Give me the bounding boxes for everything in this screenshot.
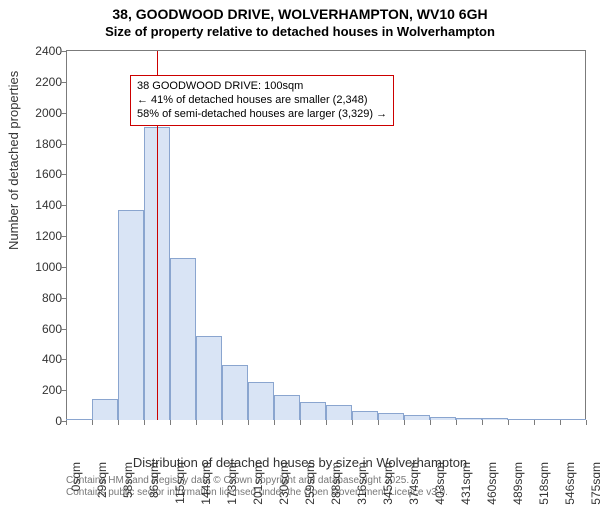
y-tick-mark [61,113,66,114]
histogram-bar [352,411,378,420]
y-tick-mark [61,144,66,145]
x-tick-mark [482,420,483,425]
x-tick-label: 115sqm [173,462,187,512]
chart-title-main: 38, GOODWOOD DRIVE, WOLVERHAMPTON, WV10 … [0,6,600,22]
plot-area: 0200400600800100012001400160018002000220… [66,50,586,420]
histogram-bar [222,365,248,421]
x-tick-mark [560,420,561,425]
x-tick-label: 230sqm [277,462,291,512]
y-tick-label: 1800 [22,137,62,151]
x-tick-mark [300,420,301,425]
y-tick-label: 2400 [22,44,62,58]
x-tick-mark [144,420,145,425]
y-tick-label: 2200 [22,75,62,89]
x-tick-mark [586,420,587,425]
x-tick-label: 489sqm [511,462,525,512]
y-tick-label: 1000 [22,260,62,274]
x-tick-label: 431sqm [459,462,473,512]
y-tick-mark [61,236,66,237]
x-tick-label: 403sqm [433,462,447,512]
y-tick-mark [61,359,66,360]
y-tick-mark [61,390,66,391]
x-tick-mark [170,420,171,425]
x-tick-mark [352,420,353,425]
histogram-bar [274,395,300,420]
y-tick-mark [61,267,66,268]
histogram-bar [196,336,222,420]
x-tick-mark [92,420,93,425]
x-tick-label: 29sqm [95,462,109,512]
y-axis-label: Number of detached properties [6,71,21,250]
x-tick-label: 345sqm [381,462,395,512]
histogram-bar [534,419,560,420]
histogram-bar [508,419,534,420]
x-tick-mark [66,420,67,425]
y-tick-label: 1600 [22,167,62,181]
y-tick-mark [61,82,66,83]
x-tick-label: 575sqm [589,462,600,512]
x-axis-label: Distribution of detached houses by size … [0,455,600,470]
annotation-line-2: ← 41% of detached houses are smaller (2,… [137,94,387,108]
y-tick-mark [61,174,66,175]
histogram-bar [560,419,586,420]
y-tick-label: 0 [22,414,62,428]
x-tick-mark [404,420,405,425]
x-tick-label: 518sqm [537,462,551,512]
x-tick-mark [430,420,431,425]
x-tick-label: 546sqm [563,462,577,512]
x-tick-label: 144sqm [199,462,213,512]
x-tick-mark [222,420,223,425]
y-tick-label: 1400 [22,198,62,212]
histogram-bar [300,402,326,421]
y-tick-mark [61,329,66,330]
histogram-bar [482,418,508,420]
histogram-bar [326,405,352,420]
y-tick-label: 400 [22,352,62,366]
y-tick-label: 800 [22,291,62,305]
chart-title-sub: Size of property relative to detached ho… [0,24,600,39]
histogram-bar [430,417,456,420]
x-tick-mark [274,420,275,425]
histogram-bar [92,399,118,420]
x-tick-label: 374sqm [407,462,421,512]
annotation-line-1: 38 GOODWOOD DRIVE: 100sqm [137,80,387,94]
x-tick-label: 86sqm [147,462,161,512]
y-tick-label: 1200 [22,229,62,243]
histogram-bar [248,382,274,420]
annotation-box: 38 GOODWOOD DRIVE: 100sqm← 41% of detach… [130,75,394,126]
annotation-line-3: 58% of semi-detached houses are larger (… [137,108,387,122]
x-tick-label: 58sqm [121,462,135,512]
x-tick-label: 259sqm [303,462,317,512]
x-tick-mark [118,420,119,425]
y-tick-label: 2000 [22,106,62,120]
x-tick-mark [534,420,535,425]
histogram-bar [456,418,482,420]
x-tick-label: 0sqm [69,462,83,512]
x-tick-label: 201sqm [251,462,265,512]
histogram-bar [170,258,196,420]
y-tick-mark [61,298,66,299]
x-tick-mark [196,420,197,425]
y-tick-label: 200 [22,383,62,397]
y-axis-line [66,51,67,420]
x-tick-label: 288sqm [329,462,343,512]
x-tick-label: 173sqm [225,462,239,512]
histogram-bar [118,210,144,420]
x-tick-mark [248,420,249,425]
x-tick-label: 316sqm [355,462,369,512]
histogram-bar [66,419,92,420]
x-tick-mark [456,420,457,425]
x-tick-mark [508,420,509,425]
property-size-histogram: 38, GOODWOOD DRIVE, WOLVERHAMPTON, WV10 … [0,0,600,500]
y-tick-mark [61,51,66,52]
x-tick-mark [326,420,327,425]
y-tick-mark [61,205,66,206]
histogram-bar [378,413,404,420]
x-tick-mark [378,420,379,425]
x-tick-label: 460sqm [485,462,499,512]
histogram-bar [404,415,430,420]
y-tick-label: 600 [22,322,62,336]
